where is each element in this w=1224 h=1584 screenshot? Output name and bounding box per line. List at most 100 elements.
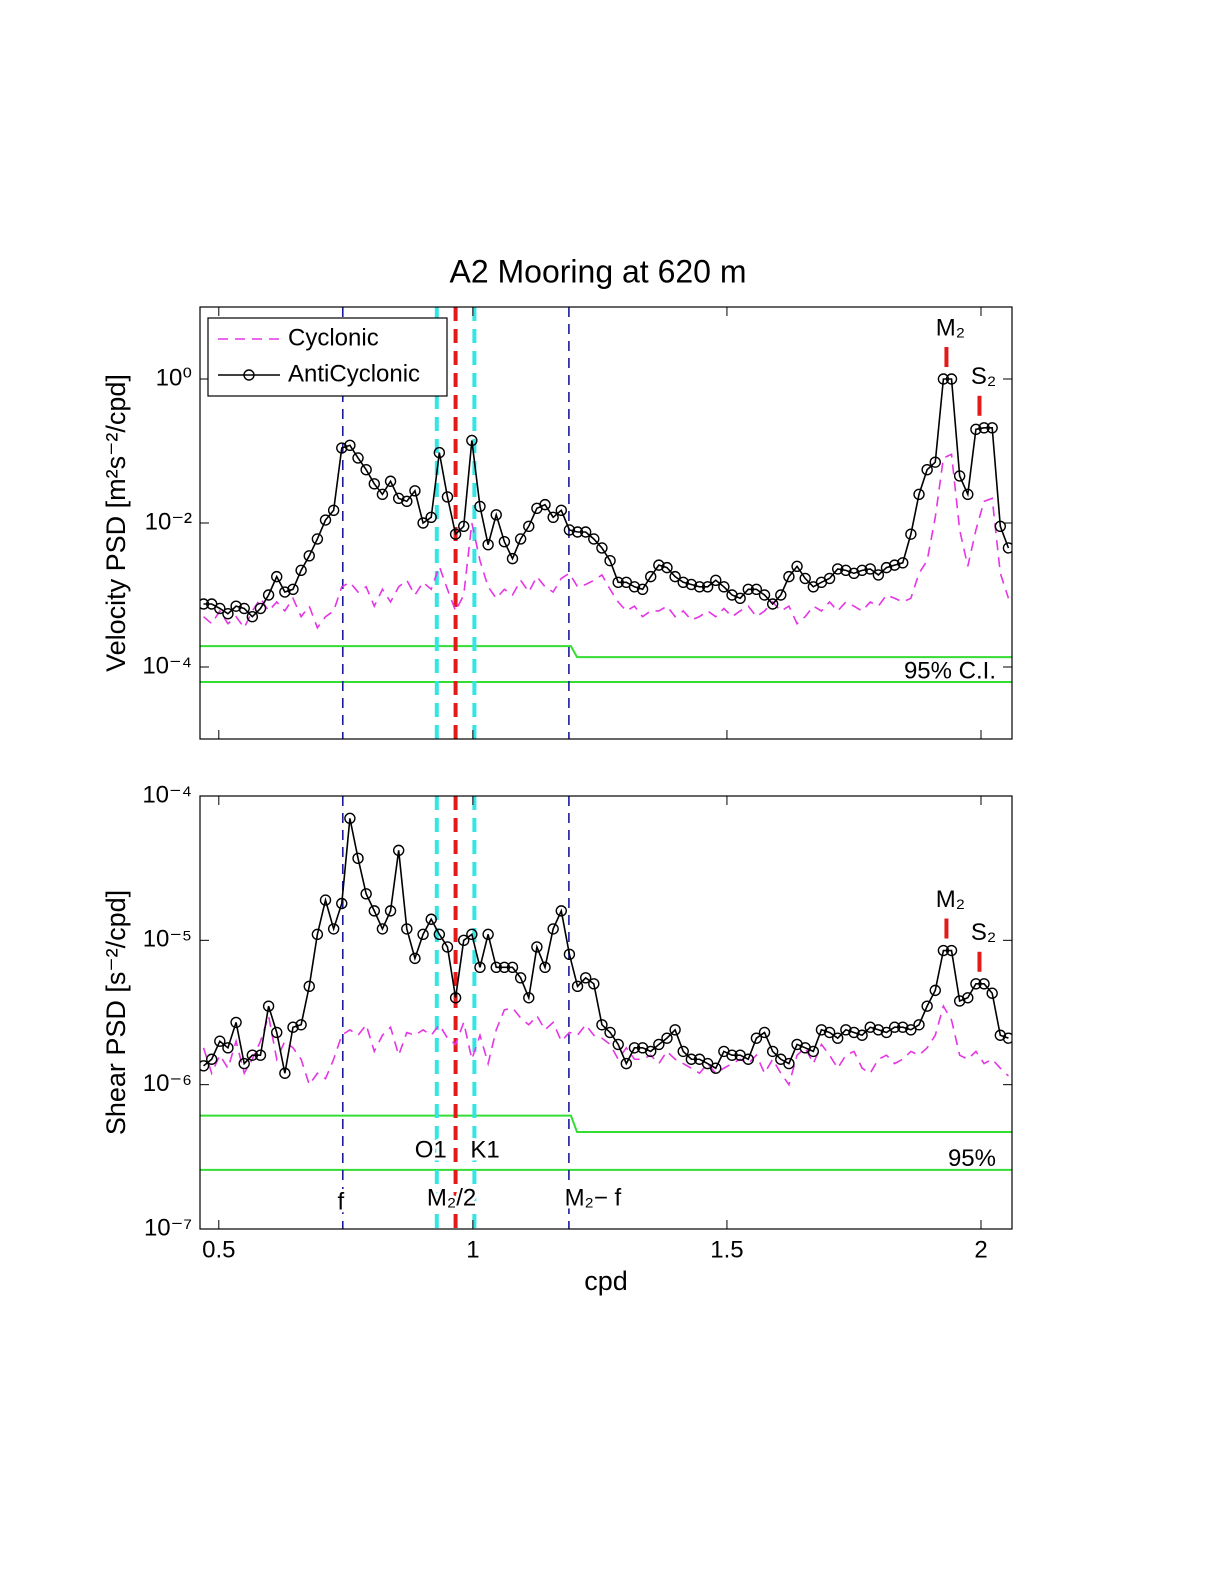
data-point	[368, 478, 380, 490]
data-point	[360, 463, 372, 476]
data-point	[726, 1049, 738, 1061]
data-point	[246, 1049, 259, 1061]
data-point	[888, 1021, 901, 1033]
data-point	[742, 1053, 754, 1065]
data-point	[612, 1038, 624, 1051]
data-point	[905, 1024, 917, 1036]
data-point	[336, 897, 348, 910]
data-point	[514, 533, 527, 545]
data-point	[271, 1026, 283, 1039]
data-point	[238, 602, 250, 615]
data-point	[474, 500, 486, 513]
legend-label: AntiCyclonic	[288, 360, 420, 387]
data-point	[669, 570, 681, 583]
data-point	[246, 610, 259, 623]
data-point	[547, 511, 559, 523]
data-point	[864, 1021, 876, 1033]
data-point	[710, 574, 722, 587]
data-point	[222, 607, 234, 620]
data-point	[628, 581, 641, 593]
data-point	[417, 928, 429, 941]
data-point	[319, 514, 332, 526]
data-point	[563, 524, 576, 536]
data-point	[579, 972, 592, 984]
y-tick-label: 10⁻⁶	[143, 1070, 192, 1097]
data-point	[604, 554, 616, 567]
data-point	[612, 576, 624, 589]
data-point	[571, 980, 584, 993]
data-point	[287, 1021, 299, 1033]
data-point	[311, 928, 324, 941]
data-point	[677, 1045, 689, 1058]
data-point	[319, 894, 332, 906]
data-point	[596, 1019, 608, 1031]
data-point	[384, 905, 397, 917]
data-point	[555, 504, 567, 517]
data-point	[945, 944, 958, 957]
data-point	[848, 1026, 860, 1039]
data-point	[710, 1062, 722, 1074]
data-point	[953, 470, 966, 482]
reference-label: O1	[415, 1136, 447, 1163]
data-point	[750, 1032, 763, 1044]
data-point	[222, 1042, 234, 1054]
data-point	[734, 592, 746, 604]
data-point	[376, 488, 389, 501]
data-point	[994, 1029, 1007, 1041]
data-point	[872, 1024, 885, 1036]
data-point	[970, 978, 982, 990]
axes-frame	[199, 795, 1013, 1230]
data-point	[840, 1024, 852, 1036]
y-tick-label: 10⁻⁴	[142, 652, 192, 679]
data-point	[384, 475, 397, 487]
data-point	[490, 961, 502, 974]
data-point	[425, 511, 437, 523]
tidal-label: M₂	[936, 314, 965, 341]
data-point	[352, 852, 364, 865]
data-point	[645, 1045, 657, 1058]
ci-label: 95%	[948, 1145, 996, 1172]
data-point	[482, 928, 494, 941]
data-point	[962, 488, 974, 501]
data-point	[214, 602, 226, 615]
data-point	[458, 934, 470, 947]
data-point	[295, 1019, 307, 1031]
data-point	[897, 557, 909, 569]
data-point	[254, 602, 267, 615]
data-point	[880, 1026, 893, 1039]
data-point	[823, 1026, 836, 1039]
data-point	[693, 581, 706, 593]
data-point	[425, 913, 437, 925]
data-point	[758, 1026, 771, 1039]
data-point	[417, 517, 429, 529]
tidal-label: M₂	[936, 886, 965, 913]
data-point	[376, 923, 389, 935]
legend-box	[207, 317, 448, 397]
data-point	[230, 1016, 242, 1029]
data-point	[311, 533, 324, 545]
data-point	[791, 560, 803, 573]
data-point	[913, 488, 925, 501]
reference-label: M₂− f	[565, 1184, 622, 1211]
data-point	[766, 598, 779, 610]
data-point	[750, 583, 763, 595]
data-point	[978, 978, 990, 990]
data-point	[287, 583, 299, 595]
data-point	[344, 439, 356, 451]
data-point	[937, 373, 950, 385]
data-point	[352, 452, 364, 464]
data-point	[653, 1038, 665, 1051]
data-point	[685, 578, 698, 591]
data-point	[466, 434, 478, 447]
data-point	[994, 520, 1007, 532]
data-point	[563, 948, 576, 961]
series-line	[202, 1004, 1009, 1087]
data-point	[409, 485, 421, 497]
data-point	[458, 520, 470, 532]
data-point	[506, 961, 519, 974]
data-point	[336, 442, 348, 454]
data-point	[701, 581, 714, 593]
data-point	[742, 583, 754, 595]
data-point	[466, 928, 478, 941]
data-point	[677, 576, 689, 589]
